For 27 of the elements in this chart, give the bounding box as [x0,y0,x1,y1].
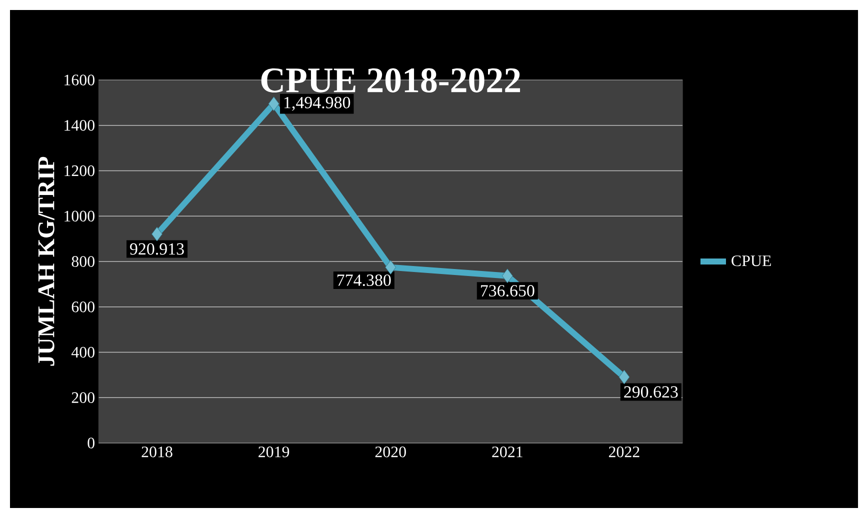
data-label: 920.913 [130,243,184,255]
data-label: 774.380 [337,274,391,286]
data-label: 1,494.980 [284,96,350,111]
point [268,96,280,112]
x-tick-label: 2021 [492,446,522,458]
x-tick-label: 2019 [258,446,290,458]
point [152,226,162,242]
y-tick-label: 600 [72,302,94,312]
point [385,260,396,275]
y-tick-label: 1200 [64,165,94,176]
x-tick-label: 2018 [142,446,172,458]
point [502,268,513,284]
y-tick-label: 1000 [64,210,94,222]
y-tick-label: 400 [71,346,94,358]
chart-title: CPUE 2018-2022 [261,68,520,92]
legend-label: CPUE [732,255,771,266]
y-tick-label: 1400 [64,120,94,131]
y-tick-label: 1600 [64,74,94,86]
x-tick-label: 2020 [375,446,406,458]
data-label: 290.623 [624,386,678,398]
y-tick-label: 200 [72,392,94,403]
y-axis-title: JUMLAH KG/TRIP [38,156,54,366]
data-label: 736.650 [480,285,534,297]
y-tick-label: 0 [88,438,94,448]
x-tick-label: 2022 [608,446,640,458]
point [618,370,630,384]
y-tick-label: 800 [72,256,94,267]
